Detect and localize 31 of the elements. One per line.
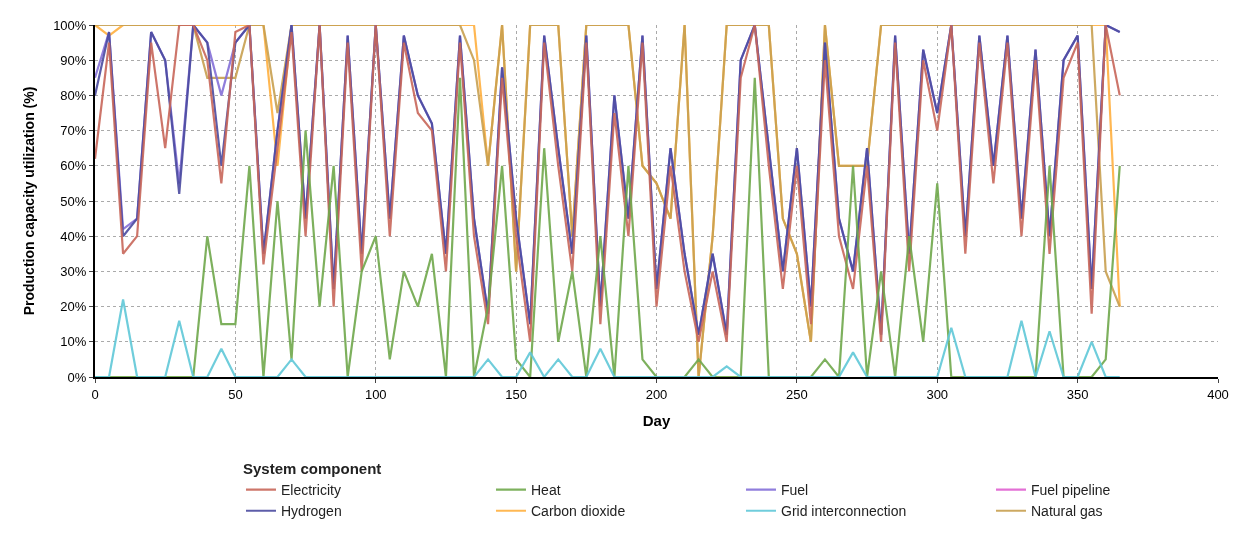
x-tick-label: 0: [91, 386, 99, 402]
x-tick-label: 300: [926, 386, 949, 402]
legend-label: Electricity: [280, 482, 341, 498]
y-tick-label: 30%: [60, 263, 87, 279]
y-tick-label: 20%: [60, 299, 87, 315]
legend-title: System component: [242, 459, 382, 477]
y-tick-label: 40%: [60, 228, 87, 244]
x-axis-title: Day: [642, 412, 671, 430]
x-tick-label: 400: [1207, 386, 1229, 402]
legend-label: Carbon dioxide: [530, 503, 626, 520]
y-tick-label: 50%: [60, 193, 87, 209]
x-tick-label: 150: [505, 386, 527, 402]
x-tick-label: 50: [228, 386, 243, 402]
y-tick-label: 70%: [60, 123, 87, 139]
legend-label: Fuel pipeline: [1030, 482, 1111, 498]
x-tick-label: 100: [364, 386, 387, 402]
legend-label: Fuel: [780, 482, 809, 498]
y-tick-label: 90%: [60, 52, 87, 68]
x-tick-label: 200: [645, 386, 668, 402]
legend-label: Natural gas: [1030, 503, 1103, 520]
x-tick-label: 350: [1066, 386, 1089, 402]
legend-label: Hydrogen: [280, 503, 342, 520]
y-tick-label: 60%: [60, 158, 87, 174]
legend-label: Grid interconnection: [780, 503, 907, 520]
legend-label: Heat: [530, 482, 561, 498]
y-axis-title: Production capacity utilization (%): [21, 86, 38, 316]
x-tick-label: 250: [786, 386, 808, 402]
y-tick-label: 10%: [60, 334, 87, 350]
y-tick-label: 80%: [60, 87, 87, 103]
y-tick-label: 100%: [53, 17, 87, 33]
y-tick-label: 0%: [67, 369, 87, 385]
